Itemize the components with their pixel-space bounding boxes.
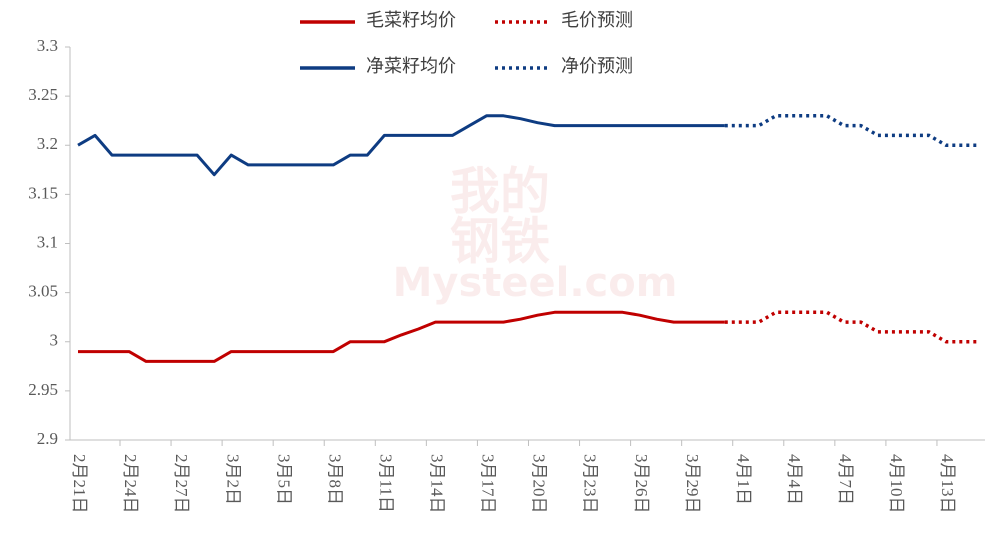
y-tick-label: 3.05 [28, 282, 58, 301]
legend-label: 净价预测 [561, 56, 633, 76]
x-tick-label: 4月7日 [836, 454, 855, 505]
x-tick-label: 3月26日 [632, 454, 651, 514]
x-tick-label: 3月5日 [274, 454, 293, 505]
legend-label: 净菜籽均价 [366, 56, 456, 76]
y-tick-label: 3.15 [28, 183, 58, 202]
x-tick-label: 4月1日 [734, 454, 753, 505]
y-tick-label: 3.1 [37, 232, 58, 251]
x-tick-label: 3月29日 [683, 454, 702, 514]
x-tick-label: 3月14日 [428, 454, 447, 514]
watermark: Mysteel.com [393, 260, 678, 306]
line [724, 310, 981, 344]
line [77, 114, 725, 177]
y-tick-label: 3.2 [37, 134, 58, 153]
y-tick-label: 3.3 [37, 36, 58, 55]
y-tick-label: 2.9 [37, 429, 58, 448]
x-tick-label: 4月10日 [887, 454, 906, 514]
watermark: 钢铁 [450, 213, 550, 271]
x-tick-label: 3月23日 [581, 454, 600, 514]
y-tick-label: 3 [50, 331, 59, 350]
watermark: 我的 [450, 163, 550, 221]
x-tick-label: 2月27日 [172, 454, 191, 514]
y-tick-label: 3.25 [28, 85, 58, 104]
line [724, 114, 981, 147]
y-tick-label: 2.95 [28, 380, 58, 399]
x-tick-label: 4月4日 [785, 454, 804, 505]
line [78, 310, 725, 363]
legend-label: 毛价预测 [561, 10, 633, 30]
x-tick-label: 2月24日 [121, 454, 140, 514]
x-tick-label: 4月13日 [938, 454, 957, 514]
x-tick-label: 3月2日 [223, 454, 242, 505]
x-tick-label: 3月11日 [376, 454, 395, 513]
legend-label: 毛菜籽均价 [366, 10, 456, 30]
x-tick-label: 3月17日 [479, 454, 498, 514]
x-tick-label: 3月8日 [325, 454, 344, 505]
x-tick-label: 3月20日 [530, 454, 549, 514]
x-tick-label: 2月21日 [70, 454, 89, 514]
